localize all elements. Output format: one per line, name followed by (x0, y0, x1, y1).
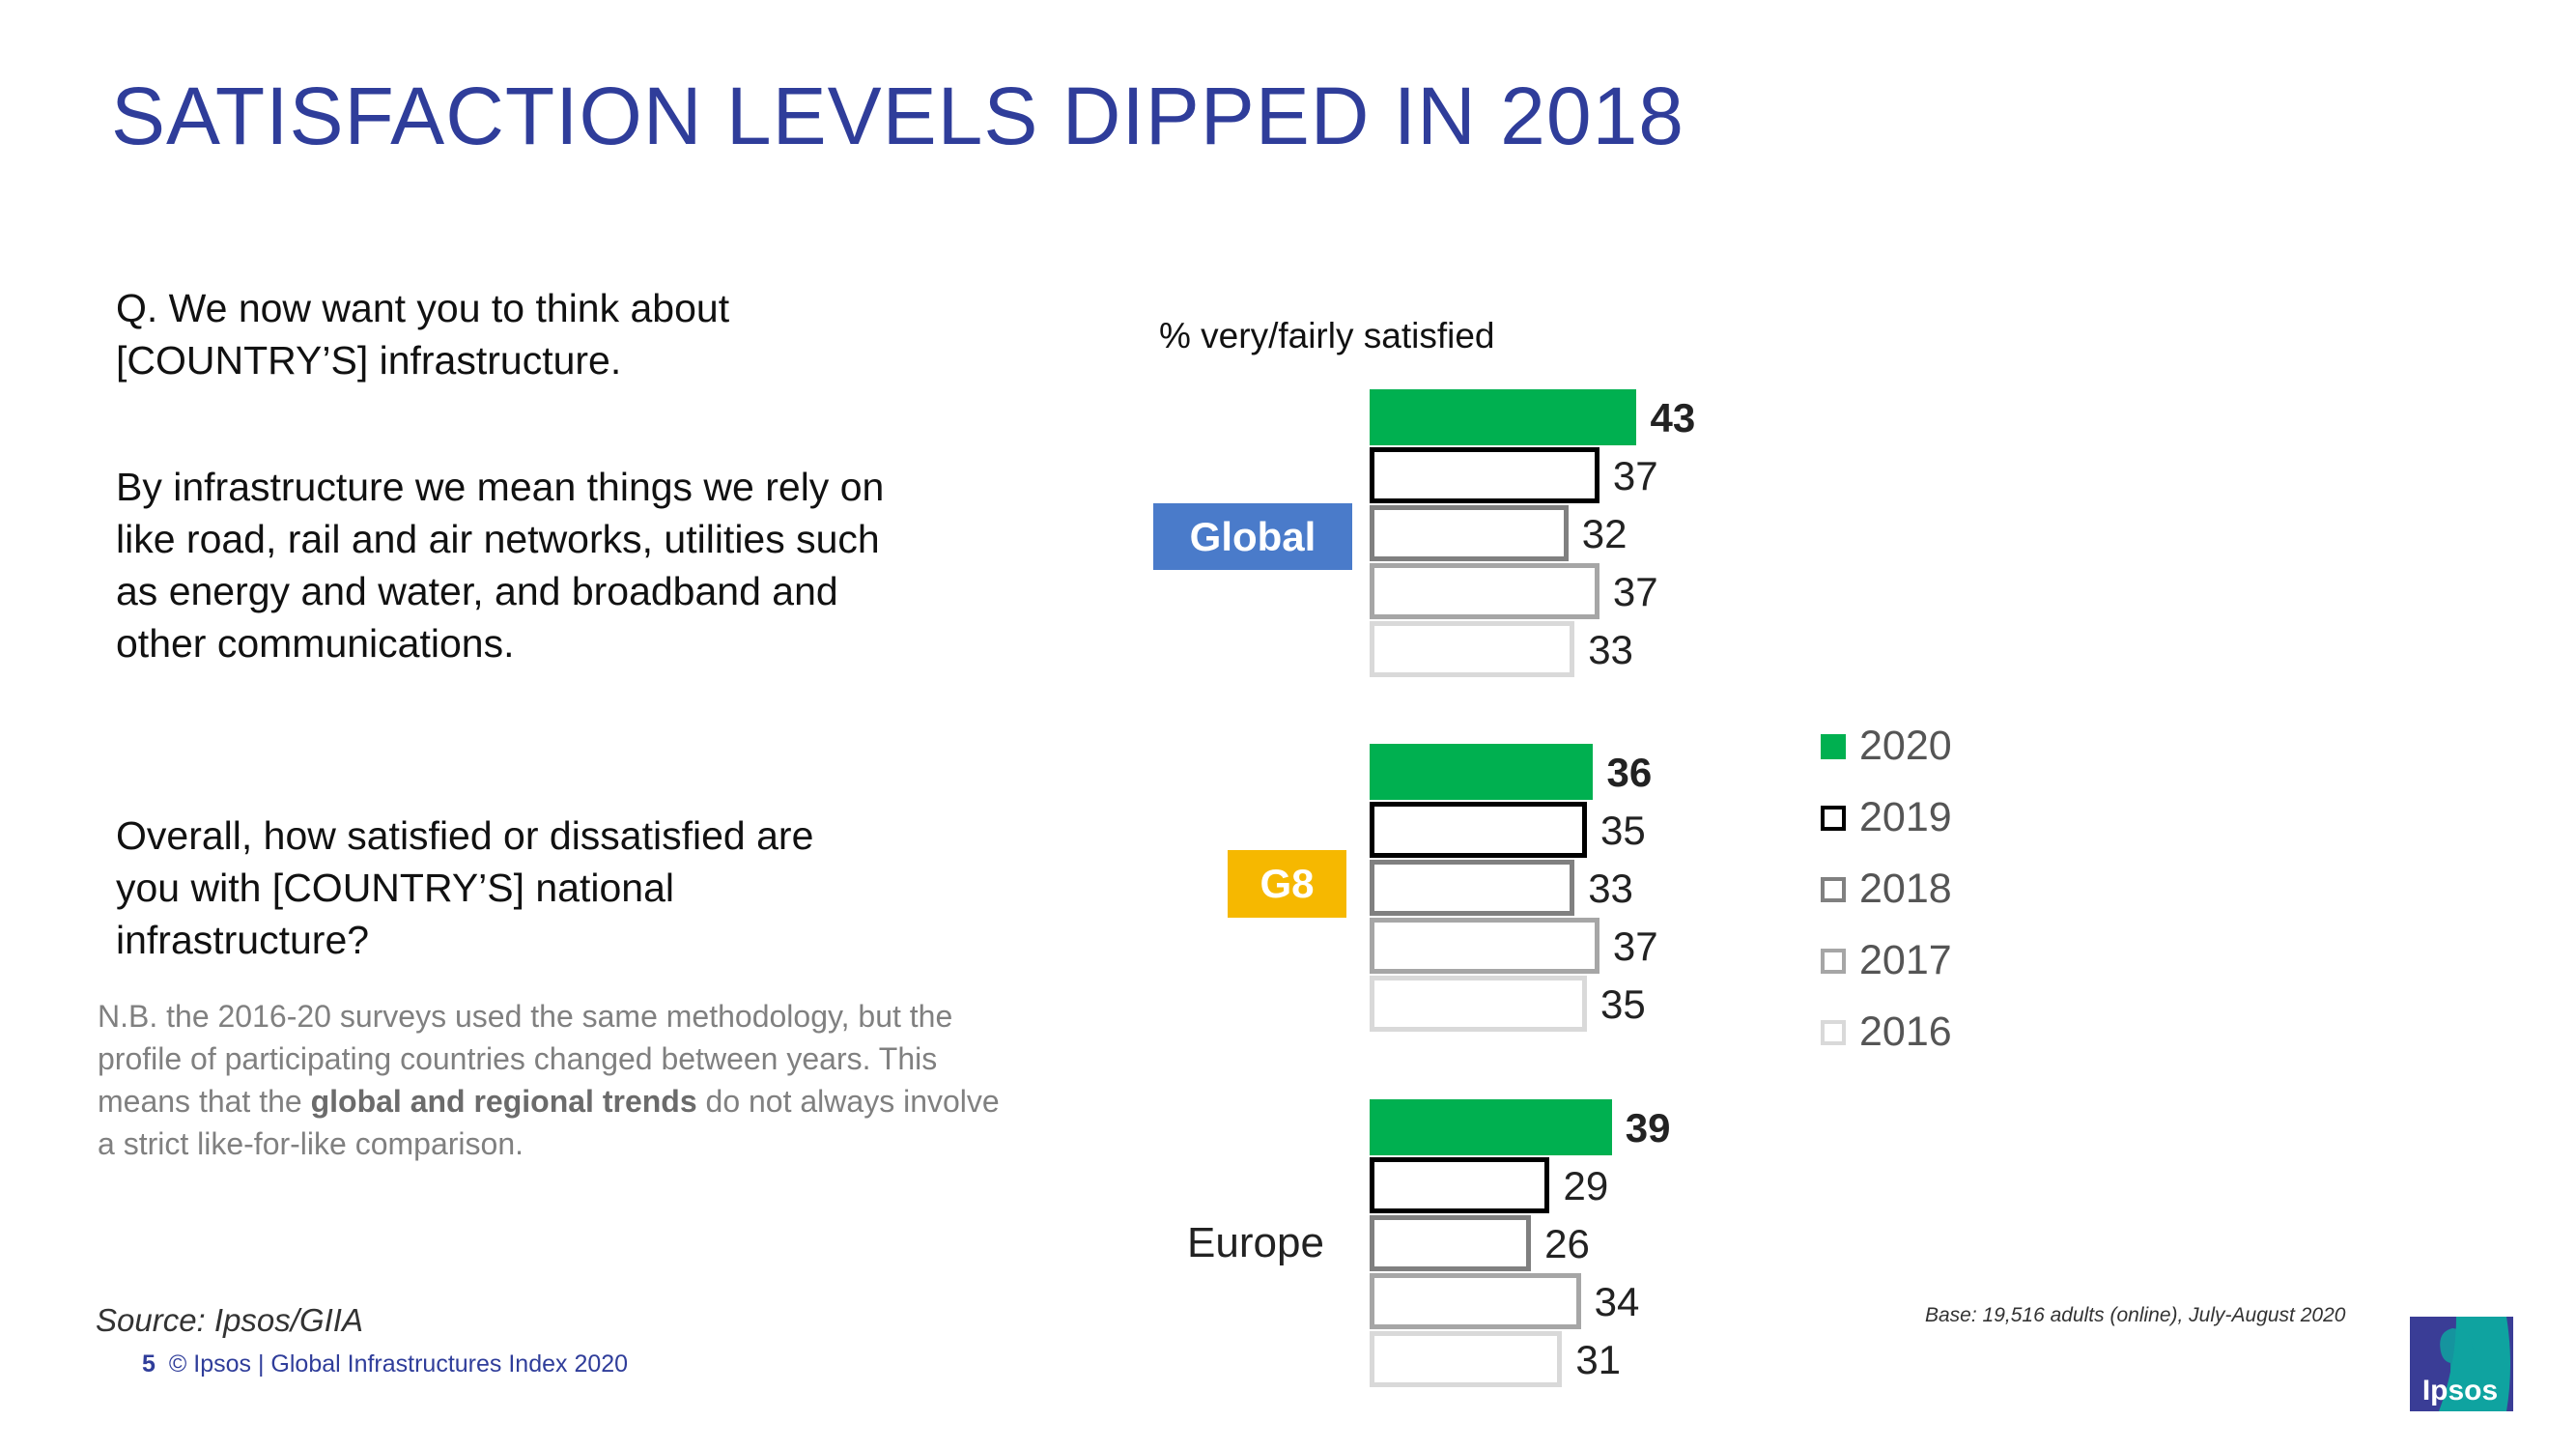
bar-europe-2019 (1370, 1157, 1550, 1213)
note-text-end: do not always involve a strict like-for-… (98, 1084, 1000, 1161)
bar-global-2019 (1370, 447, 1599, 503)
bar-g8-2016 (1370, 976, 1588, 1032)
note-text: N.B. the 2016-20 surveys used the same m… (98, 999, 953, 1119)
bar-global-2018 (1370, 505, 1569, 561)
value-label-global-2019: 37 (1612, 453, 1658, 498)
value-label-europe-2020: 39 (1625, 1105, 1671, 1151)
footer-text: © Ipsos | Global Infrastructures Index 2… (168, 1350, 629, 1378)
bar-g8-2019 (1370, 802, 1588, 858)
value-label-europe-2017: 34 (1594, 1279, 1640, 1324)
legend-label: 2018 (1859, 866, 1952, 912)
svg-text:Ipsos: Ipsos (2422, 1375, 2498, 1406)
value-label-global-2020: 43 (1650, 395, 1696, 440)
bar-europe-2018 (1370, 1215, 1532, 1271)
value-label-g8-2016: 35 (1600, 981, 1646, 1027)
chart-ylabel: % very/fairly satisfied (1159, 316, 1495, 355)
bar-g8-2020 (1370, 744, 1594, 800)
value-label-g8-2019: 35 (1600, 808, 1646, 853)
value-label-global-2018: 32 (1581, 511, 1628, 556)
legend-label: 2017 (1859, 937, 1952, 983)
legend-item-2017: 2017 (1821, 937, 1952, 984)
question-intro: Q. We now want you to think about [COUNT… (116, 286, 730, 383)
legend-label: 2016 (1859, 1009, 1952, 1055)
category-label-europe: Europe (1187, 1219, 1324, 1266)
value-label-g8-2020: 36 (1606, 750, 1653, 795)
bar-global-2017 (1370, 563, 1599, 619)
base-note: Base: 19,516 adults (online), July-Augus… (1925, 1304, 2346, 1326)
value-label-g8-2018: 33 (1588, 866, 1633, 911)
legend-item-2020: 2020 (1821, 723, 1952, 770)
source-text: Source: Ipsos/GIIA (96, 1302, 363, 1338)
value-label-g8-2017: 37 (1612, 923, 1658, 969)
legend-label: 2020 (1859, 723, 1952, 769)
category-label-g8: G8 (1228, 850, 1346, 918)
footer: 5 © Ipsos | Global Infrastructures Index … (142, 1350, 628, 1378)
page-title: SATISFACTION LEVELS DIPPED IN 2018 (111, 71, 1685, 161)
legend-swatch-icon (1821, 1019, 1846, 1045)
value-label-global-2016: 33 (1588, 627, 1633, 672)
legend-label: 2019 (1859, 794, 1952, 840)
ipsos-logo: Ipsos (2410, 1317, 2513, 1411)
legend-swatch-icon (1821, 733, 1846, 759)
bar-global-2020 (1370, 389, 1637, 445)
legend-swatch-icon (1821, 948, 1846, 974)
category-label-global: Global (1153, 503, 1352, 570)
bar-g8-2018 (1370, 860, 1575, 916)
legend-swatch-icon (1821, 805, 1846, 831)
methodology-note: N.B. the 2016-20 surveys used the same m… (98, 995, 1025, 1165)
note-bold: global and regional trends (310, 1084, 697, 1119)
value-label-europe-2019: 29 (1563, 1163, 1609, 1208)
bar-europe-2017 (1370, 1273, 1581, 1329)
value-label-europe-2016: 31 (1575, 1337, 1622, 1382)
page-number: 5 (142, 1350, 156, 1378)
question-ask: Overall, how satisfied or dissatisfied a… (116, 813, 814, 962)
bar-g8-2017 (1370, 918, 1599, 974)
question-definition: By infrastructure we mean things we rely… (116, 465, 885, 666)
legend-item-2016: 2016 (1821, 1009, 1952, 1056)
legend-item-2018: 2018 (1821, 866, 1952, 913)
bar-global-2016 (1370, 621, 1575, 677)
legend-item-2019: 2019 (1821, 794, 1952, 841)
bar-europe-2016 (1370, 1331, 1563, 1387)
value-label-global-2017: 37 (1612, 569, 1658, 614)
value-label-europe-2018: 26 (1544, 1221, 1590, 1266)
bar-europe-2020 (1370, 1099, 1612, 1155)
legend-swatch-icon (1821, 876, 1846, 902)
